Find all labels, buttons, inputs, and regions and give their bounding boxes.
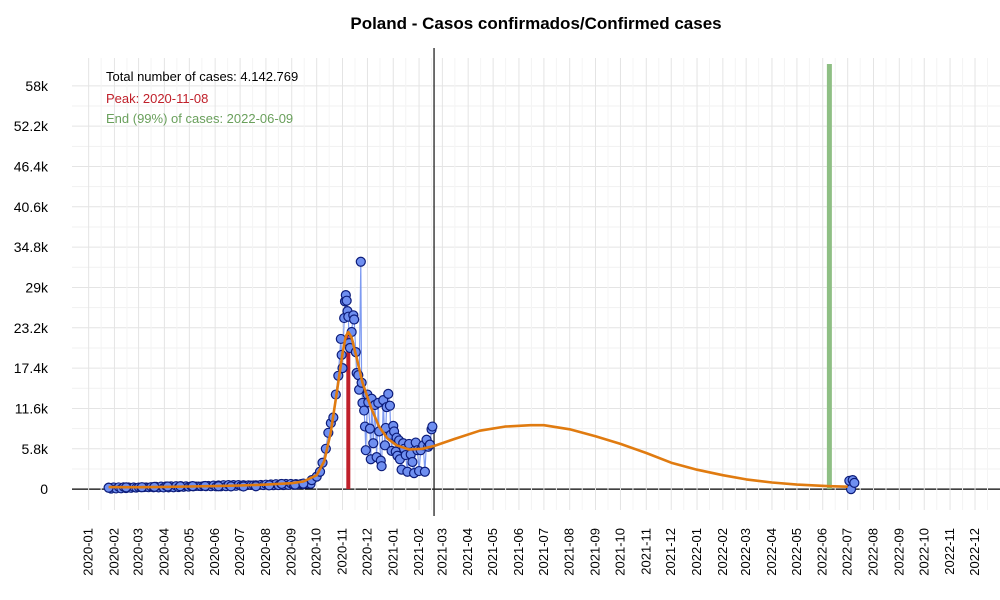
- data-point: [359, 405, 370, 416]
- y-axis-ticks: 0 5.8k 11.6k 17.4k 23.2k 29k 34.8k 40.6k 46.4k 52…: [14, 78, 49, 497]
- x-tick-label: 2021-04: [460, 528, 475, 576]
- x-tick-label: 2021-03: [434, 528, 449, 576]
- data-point: [368, 438, 379, 449]
- x-tick-label: 2020-08: [258, 528, 273, 576]
- observed-line: [108, 261, 433, 489]
- y-tick-label: 29k: [25, 279, 49, 295]
- data-point: [349, 314, 360, 325]
- x-tick-label: 2021-06: [511, 528, 526, 576]
- x-tick-label: 2022-05: [789, 528, 804, 576]
- grid: [72, 58, 1000, 510]
- x-tick-label: 2021-10: [612, 528, 627, 576]
- x-tick-label: 2020-06: [207, 528, 222, 576]
- annotation-peak: Peak: 2020-11-08: [106, 91, 208, 106]
- x-tick-label: 2020-12: [359, 528, 374, 576]
- x-tick-label: 2022-03: [738, 528, 753, 576]
- x-tick-label: 2022-09: [891, 528, 906, 576]
- x-tick-label: 2021-08: [562, 528, 577, 576]
- annotation-end: End (99%) of cases: 2022-06-09: [106, 111, 293, 126]
- y-tick-label: 5.8k: [22, 441, 49, 457]
- data-point: [427, 421, 438, 432]
- x-tick-label: 2021-11: [638, 528, 653, 575]
- x-tick-label: 2022-01: [689, 528, 704, 576]
- x-tick-label: 2020-01: [81, 528, 96, 576]
- x-tick-label: 2021-02: [411, 528, 426, 576]
- chart-title: Poland - Casos confirmados/Confirmed cas…: [350, 14, 722, 33]
- fitted-curve-line: [108, 330, 848, 489]
- x-tick-label: 2020-04: [156, 528, 171, 576]
- observed-points: [103, 256, 860, 495]
- data-point: [379, 440, 391, 451]
- x-tick-label: 2021-09: [588, 528, 603, 576]
- x-tick-label: 2022-10: [916, 528, 931, 576]
- x-axis-ticks: 2020-01 2020-02 2020-03 2020-04 2020-05 2020-…: [81, 528, 982, 576]
- y-tick-label: 52.2k: [14, 118, 49, 134]
- y-tick-label: 17.4k: [14, 360, 49, 376]
- data-point: [849, 477, 860, 488]
- x-tick-label: 2020-05: [181, 528, 196, 576]
- x-tick-label: 2020-10: [309, 528, 324, 576]
- data-point: [419, 466, 430, 477]
- x-tick-label: 2022-02: [715, 528, 730, 576]
- x-tick-label: 2020-11: [334, 528, 349, 575]
- x-tick-label: 2020-07: [232, 528, 247, 576]
- data-point: [341, 295, 352, 306]
- y-tick-label: 0: [40, 481, 48, 497]
- data-point: [364, 423, 376, 434]
- x-tick-label: 2021-05: [485, 528, 500, 576]
- x-tick-label: 2022-07: [840, 528, 855, 576]
- data-point: [360, 445, 371, 456]
- y-tick-label: 58k: [25, 78, 49, 94]
- x-tick-label: 2021-07: [536, 528, 551, 576]
- x-tick-label: 2021-12: [663, 528, 678, 576]
- data-point: [355, 256, 366, 267]
- x-tick-label: 2020-09: [284, 528, 299, 576]
- x-tick-label: 2020-02: [106, 528, 121, 576]
- x-tick-label: 2022-12: [967, 528, 982, 576]
- data-point: [376, 461, 387, 472]
- y-tick-label: 23.2k: [14, 320, 49, 336]
- data-point: [407, 456, 418, 468]
- data-point: [383, 388, 394, 399]
- y-tick-label: 40.6k: [14, 199, 49, 215]
- x-tick-label: 2022-06: [815, 528, 830, 576]
- data-point: [384, 400, 396, 411]
- x-tick-label: 2020-03: [131, 528, 146, 576]
- annotations: Total number of cases: 4.142.769 Peak: 2…: [106, 69, 298, 126]
- x-tick-label: 2022-04: [764, 528, 779, 576]
- fitted-curve: [108, 330, 848, 489]
- y-tick-label: 46.4k: [14, 158, 49, 174]
- annotation-total: Total number of cases: 4.142.769: [106, 69, 298, 84]
- x-tick-label: 2022-11: [942, 528, 957, 575]
- x-tick-label: 2022-08: [865, 528, 880, 576]
- x-tick-label: 2021-01: [385, 528, 400, 576]
- reference-lines: [346, 48, 832, 516]
- y-tick-label: 11.6k: [15, 400, 49, 416]
- y-tick-label: 34.8k: [14, 239, 49, 255]
